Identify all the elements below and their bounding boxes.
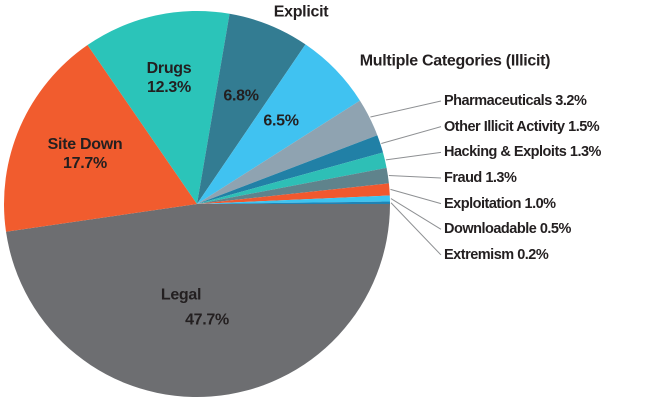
leader-line-downloadable bbox=[390, 198, 442, 230]
callout-label-pharmaceuticals-name: Pharmaceuticals bbox=[444, 93, 552, 109]
leader-line-other-illicit-activity bbox=[381, 126, 442, 144]
callout-label-extremism: Extremism 0.2% bbox=[444, 244, 549, 266]
callout-label-hacking-exploits-name: Hacking & Exploits bbox=[444, 144, 567, 161]
pie-slice-site-down bbox=[3, 45, 197, 232]
callout-label-hacking-exploits: Hacking & Exploits 1.3% bbox=[444, 141, 601, 163]
callout-label-exploitation: Exploitation 1.0% bbox=[444, 193, 556, 215]
slice-label-multiple-categories-pct: 6.5% bbox=[263, 112, 299, 130]
pie-slice-drugs bbox=[87, 11, 230, 204]
slice-label-explicit-name: Explicit bbox=[273, 3, 329, 21]
pie-slice-pharmaceuticals bbox=[197, 100, 378, 204]
callout-label-other-illicit-activity-name: Other Illicit Activity bbox=[444, 118, 565, 135]
callout-label-exploitation-name: Exploitation bbox=[444, 195, 521, 212]
slice-label-drugs: Drugs 12.3% bbox=[147, 59, 192, 97]
slice-label-legal-name: Legal bbox=[160, 286, 202, 304]
leader-line-exploitation bbox=[390, 188, 442, 205]
slice-label-site-down: Site Down 17.7% bbox=[48, 135, 123, 173]
callout-label-downloadable-name: Downloadable bbox=[444, 221, 537, 238]
callout-label-fraud: Fraud 1.3% bbox=[444, 167, 517, 189]
leader-line-hacking-exploits bbox=[385, 151, 442, 161]
callout-label-downloadable-pct: 0.5% bbox=[539, 221, 572, 238]
slice-label-multiple-categories-name: Multiple Categories (Illicit) bbox=[359, 52, 551, 70]
slice-label-drugs-name: Drugs bbox=[146, 60, 192, 77]
leader-line-extremism bbox=[390, 202, 442, 256]
pie-slice-other-illicit-activity bbox=[197, 135, 383, 204]
leader-line-fraud bbox=[388, 174, 442, 179]
pie-slice-fraud bbox=[197, 167, 389, 204]
slice-label-explicit-pct: 6.8% bbox=[223, 87, 259, 105]
callout-label-fraud-pct: 1.3% bbox=[485, 169, 517, 186]
callout-label-pharmaceuticals-pct: 3.2% bbox=[555, 93, 587, 109]
callout-label-downloadable: Downloadable 0.5% bbox=[444, 218, 571, 240]
callout-label-hacking-exploits-pct: 1.3% bbox=[569, 144, 602, 161]
leader-line-pharmaceuticals bbox=[370, 100, 442, 118]
slice-label-legal-pct: 47.7% bbox=[185, 311, 229, 329]
callout-label-other-illicit-activity-pct: 1.5% bbox=[568, 118, 600, 135]
pie-slice-hacking-exploits bbox=[197, 152, 387, 204]
slice-label-site-down-name: Site Down bbox=[47, 136, 123, 153]
pie-slice-exploitation bbox=[197, 183, 390, 204]
pie-slice-legal bbox=[6, 204, 390, 398]
callout-label-pharmaceuticals: Pharmaceuticals 3.2% bbox=[444, 90, 587, 112]
callout-label-extremism-name: Extremism bbox=[444, 246, 514, 263]
slice-label-drugs-pct: 12.3% bbox=[147, 79, 191, 96]
pie-slice-multiple-categories-illicit bbox=[197, 44, 360, 205]
callout-label-extremism-pct: 0.2% bbox=[517, 246, 549, 263]
pie-slice-explicit bbox=[197, 13, 306, 204]
slice-label-site-down-pct: 17.7% bbox=[63, 155, 107, 172]
pie-slice-extremism bbox=[197, 201, 390, 204]
callout-label-exploitation-pct: 1.0% bbox=[524, 195, 557, 212]
callout-label-other-illicit-activity: Other Illicit Activity 1.5% bbox=[444, 116, 600, 138]
pie-slice-downloadable bbox=[197, 195, 390, 204]
callout-label-fraud-name: Fraud bbox=[444, 169, 482, 186]
